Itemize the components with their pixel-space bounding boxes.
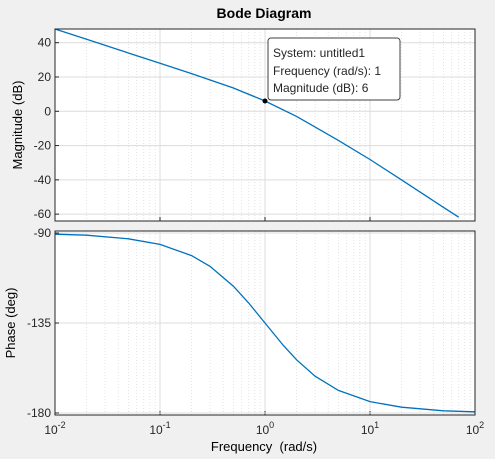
y-tick-label: -90	[34, 226, 52, 240]
magnitude-panel: -60 -40 -20 0 20 40 Magnitude (dB)	[10, 28, 476, 222]
data-tip-marker	[262, 98, 268, 104]
magnitude-series	[54, 28, 460, 218]
data-tip-line-frequency: Frequency (rad/s): 1	[273, 64, 381, 78]
x-tick-label: 10-2	[44, 420, 65, 437]
x-axis-label: Frequency (rad/s)	[211, 439, 317, 454]
y-tick-label: -40	[34, 173, 52, 187]
phase-series	[54, 233, 476, 413]
magnitude-axis-label: Magnitude (dB)	[10, 81, 25, 170]
data-tip[interactable]: System: untitled1 Frequency (rad/s): 1 M…	[267, 37, 401, 101]
x-tick-label: 101	[361, 420, 379, 437]
y-tick-label: 20	[38, 70, 52, 84]
magnitude-tick-labels: -60 -40 -20 0 20 40	[34, 36, 52, 221]
phase-tick-labels: -180 -135 -90	[27, 226, 51, 420]
data-tip-line-magnitude: Magnitude (dB): 6	[273, 81, 369, 95]
x-tick-label: 102	[466, 420, 484, 437]
y-tick-label: -20	[34, 139, 52, 153]
data-tip-line-system: System: untitled1	[273, 46, 365, 60]
y-tick-label: 0	[44, 104, 51, 118]
y-tick-label: -60	[34, 207, 52, 221]
phase-axes-box	[54, 230, 476, 416]
x-tick-label: 10-1	[149, 420, 170, 437]
x-tick-label: 100	[256, 420, 274, 437]
magnitude-axes-box	[54, 28, 476, 222]
y-tick-label: -180	[27, 406, 51, 420]
chart-title: Bode Diagram	[217, 5, 312, 21]
y-tick-label: -135	[27, 316, 51, 330]
y-tick-label: 40	[38, 36, 52, 50]
phase-axis-label: Phase (deg)	[3, 288, 18, 359]
phase-panel: -180 -135 -90 Phase (deg)	[3, 226, 476, 420]
phase-minor-grid	[86, 231, 471, 415]
magnitude-minor-grid	[86, 29, 471, 221]
x-tick-labels: 10-2 10-1 100 101 102	[44, 420, 484, 437]
phase-line	[54, 233, 476, 413]
data-tip-box	[267, 37, 401, 101]
